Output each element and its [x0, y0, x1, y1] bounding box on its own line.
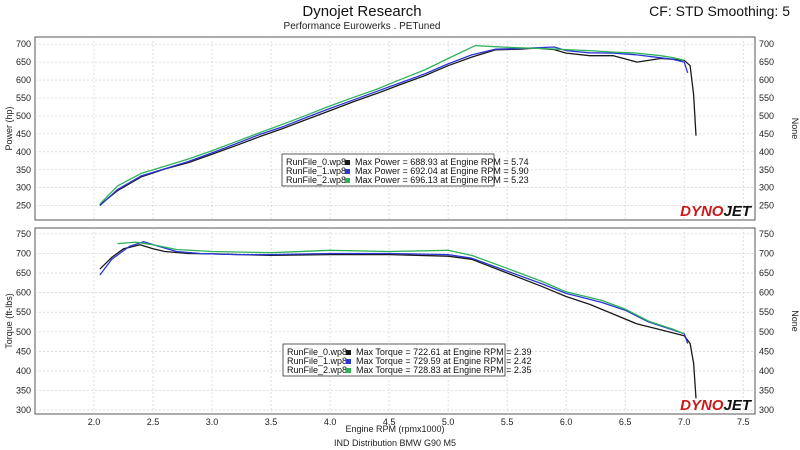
torque-legend-swatch: [346, 368, 351, 373]
x-tick-label: 6.0: [560, 417, 573, 427]
power-y-tick-right: 600: [759, 75, 774, 85]
chart-subtitle: Performance Eurowerks . PETuned: [284, 21, 441, 32]
power-legend-text: Max Power = 696.13 at Engine RPM = 5.23: [355, 175, 529, 185]
power-y-tick-left: 600: [16, 75, 31, 85]
power-y-tick-left: 350: [16, 165, 31, 175]
power-y-tick-right: 700: [759, 39, 774, 49]
x-tick-label: 5.0: [442, 417, 455, 427]
power-y-tick-left: 250: [16, 201, 31, 211]
x-tick-label: 4.5: [383, 417, 396, 427]
torque-y-tick-left: 700: [16, 248, 31, 258]
torque-series-line-0: [99, 244, 697, 399]
power-y-axis-label-right: None: [790, 118, 800, 140]
torque-panel: 300 300 350 350 400 400 450 450 500 500 550 550 600 6…: [4, 227, 800, 427]
power-y-axis-label: Power (hp): [4, 106, 14, 150]
torque-y-tick-right: 500: [759, 327, 774, 337]
power-y-tick-left: 700: [16, 39, 31, 49]
power-series-line-0: [99, 47, 697, 206]
torque-y-tick-left: 650: [16, 268, 31, 278]
torque-y-tick-left: 400: [16, 366, 31, 376]
power-y-tick-right: 650: [759, 57, 774, 67]
power-y-tick-right: 500: [759, 111, 774, 121]
power-y-tick-right: 550: [759, 93, 774, 103]
torque-legend-text: Max Torque = 729.59 at Engine RPM = 2.42: [356, 356, 531, 366]
chart-title: Dynojet Research: [302, 3, 421, 20]
power-y-tick-right: 450: [759, 129, 774, 139]
power-legend-text: Max Power = 692.04 at Engine RPM = 5.90: [355, 166, 529, 176]
power-series-line-1: [99, 46, 689, 207]
torque-y-tick-left: 350: [16, 386, 31, 396]
torque-plot-area: [34, 227, 756, 415]
torque-legend-text: Max Torque = 728.83 at Engine RPM = 2.35: [356, 365, 531, 375]
power-y-tick-left: 300: [16, 183, 31, 193]
torque-y-tick-right: 600: [759, 288, 774, 298]
power-panel: 250 250 300 300 350 350 400 400 450 450 500 500 550 5…: [4, 36, 800, 221]
footer-caption: IND Distribution BMW G90 M5: [334, 438, 456, 448]
dynojet-logo: DYNOJET: [680, 397, 753, 414]
power-legend-swatch: [345, 178, 350, 183]
x-tick-label: 3.5: [265, 417, 278, 427]
x-tick-label: 2.5: [147, 417, 160, 427]
power-y-tick-left: 550: [16, 93, 31, 103]
torque-legend-text: Max Torque = 722.61 at Engine RPM = 2.39: [356, 347, 531, 357]
power-legend-swatch: [345, 169, 350, 174]
torque-y-tick-right: 550: [759, 307, 774, 317]
x-axis-label: Engine RPM (rpmx1000): [345, 424, 444, 434]
power-plot-area: [34, 36, 756, 221]
x-tick-label: 6.5: [619, 417, 632, 427]
torque-y-tick-right: 750: [759, 229, 774, 239]
power-y-tick-right: 350: [759, 165, 774, 175]
x-tick-label: 4.0: [324, 417, 337, 427]
torque-y-tick-left: 600: [16, 288, 31, 298]
torque-y-axis-label-right: None: [790, 310, 800, 332]
x-tick-label: 7.0: [678, 417, 691, 427]
x-tick-label: 5.5: [501, 417, 514, 427]
power-legend: [281, 153, 495, 187]
torque-y-tick-right: 700: [759, 248, 774, 258]
power-legend-file: RunFile_1.wp8: [286, 166, 346, 176]
torque-y-tick-left: 300: [16, 405, 31, 415]
power-y-tick-left: 450: [16, 129, 31, 139]
power-y-tick-left: 500: [16, 111, 31, 121]
torque-legend-swatch: [346, 350, 351, 355]
torque-series-line-2: [117, 241, 685, 335]
torque-y-tick-left: 450: [16, 346, 31, 356]
x-tick-label: 2.0: [88, 417, 101, 427]
torque-legend-file: RunFile_0.wp8: [287, 347, 347, 357]
power-legend-text: Max Power = 688.93 at Engine RPM = 5.74: [355, 157, 529, 167]
power-legend-swatch: [345, 160, 350, 165]
power-y-tick-left: 400: [16, 147, 31, 157]
power-legend-file: RunFile_0.wp8: [286, 157, 346, 167]
dynojet-logo: DYNOJET: [680, 203, 753, 220]
torque-y-tick-left: 500: [16, 327, 31, 337]
torque-y-tick-right: 400: [759, 366, 774, 376]
power-y-tick-right: 300: [759, 183, 774, 193]
cf-smoothing-label: CF: STD Smoothing: 5: [649, 3, 790, 19]
x-tick-label: 7.5: [737, 417, 750, 427]
torque-y-tick-right: 450: [759, 346, 774, 356]
torque-y-tick-right: 350: [759, 386, 774, 396]
torque-y-tick-left: 550: [16, 307, 31, 317]
torque-legend-file: RunFile_1.wp8: [287, 356, 347, 366]
torque-y-axis-label: Torque (ft-lbs): [4, 293, 14, 349]
power-legend-file: RunFile_2.wp8: [286, 175, 346, 185]
chart-panels: 250 250 300 300 350 350 400 400 450 450 500 500 550 5…: [4, 36, 800, 427]
x-tick-label: 3.0: [206, 417, 219, 427]
torque-legend-file: RunFile_2.wp8: [287, 365, 347, 375]
torque-y-tick-right: 300: [759, 405, 774, 415]
torque-legend-swatch: [346, 359, 351, 364]
torque-y-tick-left: 750: [16, 229, 31, 239]
power-y-tick-right: 400: [759, 147, 774, 157]
torque-y-tick-right: 650: [759, 268, 774, 278]
power-y-tick-left: 650: [16, 57, 31, 67]
power-y-tick-right: 250: [759, 201, 774, 211]
torque-legend: [282, 343, 506, 377]
power-series-line-2: [99, 44, 685, 205]
